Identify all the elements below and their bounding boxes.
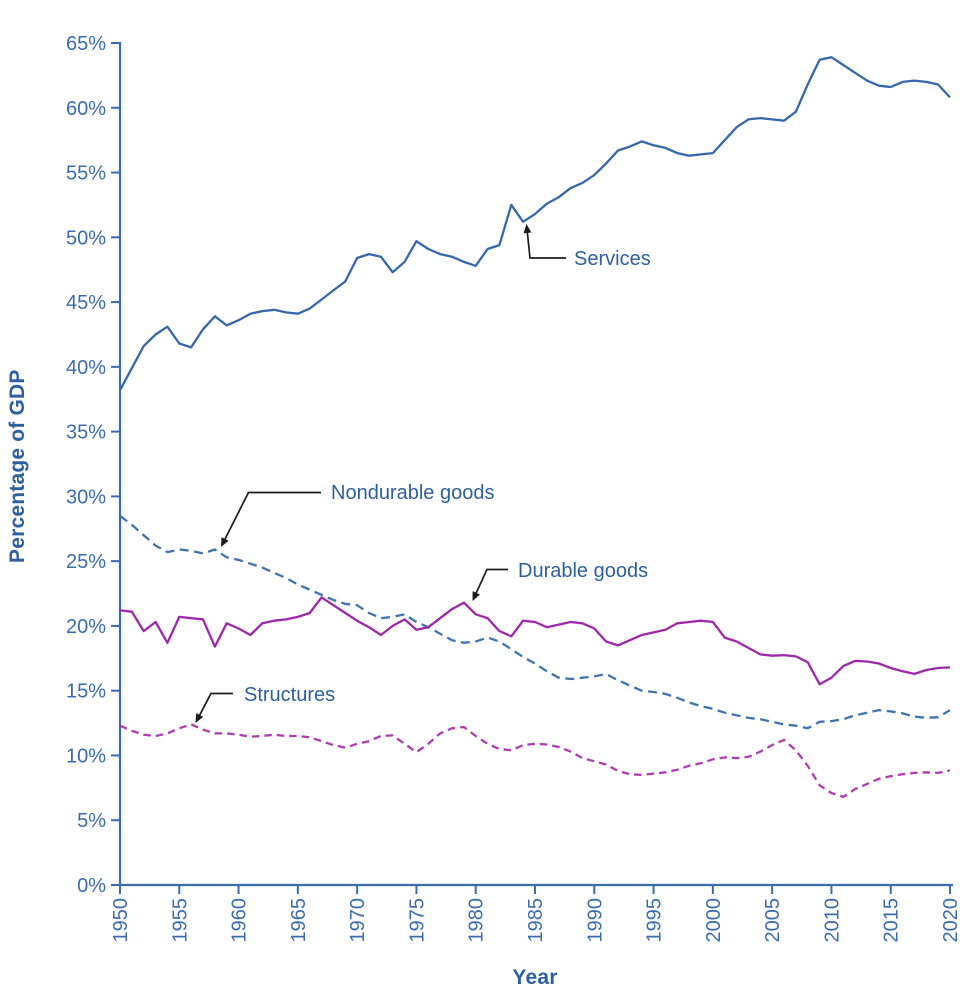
x-tick-label: 1990 (584, 898, 606, 943)
x-tick-label: 1995 (644, 898, 666, 943)
series-line-structures (119, 723, 951, 799)
x-tick-label: 2005 (762, 898, 784, 943)
x-tick-label: 1950 (110, 898, 132, 943)
y-tick-label: 40% (66, 357, 106, 379)
series-line-durable-goods (119, 596, 951, 686)
x-tick-label: 1975 (406, 898, 428, 943)
y-tick-label: 30% (66, 486, 106, 508)
annotation-arrowhead-services (523, 224, 532, 234)
x-tick-label: 1955 (169, 898, 191, 943)
y-tick-label: 45% (66, 292, 106, 314)
x-tick-label: 1985 (525, 898, 547, 943)
annotation-label-services: Services (574, 248, 651, 270)
y-tick-label: 55% (66, 163, 106, 185)
annotation-arrow-durable-goods (474, 568, 508, 595)
x-axis-title: Year (512, 966, 558, 989)
series-line-services (118, 56, 951, 391)
annotation-label-nondurable-goods: Nondurable goods (331, 482, 494, 504)
annotation-arrow-structures (198, 692, 233, 718)
annotation-label-structures: Structures (244, 684, 335, 706)
y-tick-label: 20% (66, 616, 106, 638)
annotation-arrow-services (526, 230, 566, 259)
x-tick-label: 2000 (703, 898, 725, 943)
annotation-arrowhead-structures (195, 713, 204, 723)
annotation-label-durable-goods: Durable goods (518, 560, 648, 582)
y-axis-title: Percentage of GDP (6, 369, 29, 563)
annotation-arrow-nondurable-goods (223, 491, 321, 542)
x-tick-label: 2015 (881, 898, 903, 943)
x-tick-label: 2020 (940, 898, 962, 943)
y-tick-label: 0% (77, 875, 106, 897)
y-tick-label: 25% (66, 551, 106, 573)
y-tick-label: 65% (66, 33, 106, 55)
y-tick-label: 60% (66, 98, 106, 120)
x-tick-label: 1970 (347, 898, 369, 943)
y-tick-label: 35% (66, 422, 106, 444)
x-tick-label: 1960 (229, 898, 251, 943)
annotation-arrowhead-durable-goods (472, 591, 480, 601)
x-tick-label: 1965 (288, 898, 310, 943)
y-tick-label: 10% (66, 745, 106, 767)
x-tick-label: 2010 (821, 898, 843, 943)
x-tick-label: 1980 (466, 898, 488, 943)
y-tick-label: 50% (66, 227, 106, 249)
y-tick-label: 5% (77, 810, 106, 832)
y-tick-label: 15% (66, 681, 106, 703)
annotation-arrowhead-nondurable-goods (221, 537, 229, 547)
